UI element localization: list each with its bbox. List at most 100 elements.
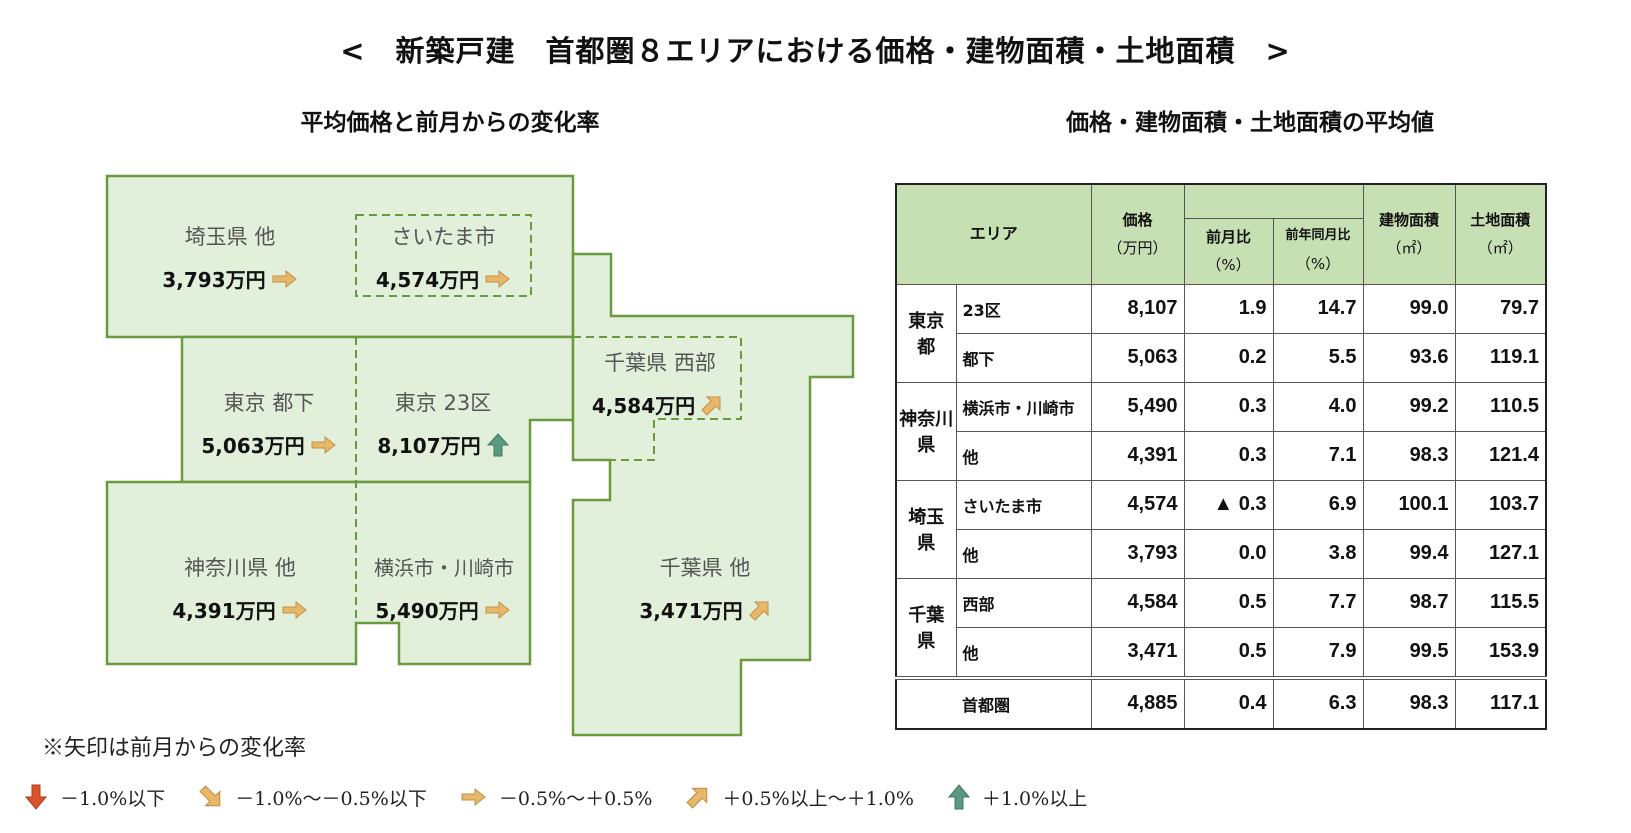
yoy-cell: 6.9 <box>1272 479 1364 530</box>
region-price-tokyo-23ku: 8,107万円 <box>356 430 530 462</box>
building-cell: 98.3 <box>1362 430 1456 481</box>
table-row: 埼玉県 さいたま市 4,574 ▲ 0.3 6.9 100.1 103.7 <box>895 479 1547 579</box>
price-cell: 8,107 <box>1090 283 1185 334</box>
table-row: 他 3,471 0.5 7.9 99.5 153.9 <box>896 626 1547 678</box>
mom-cell: 0.0 <box>1183 528 1274 579</box>
building-cell: 93.6 <box>1362 332 1456 383</box>
price-cell: 3,793 <box>1090 528 1185 579</box>
region-label-saitama-city: さいたま市 <box>391 225 496 249</box>
arrow-up-right-icon <box>686 787 708 809</box>
table-row: 東京都 23区 8,107 1.9 14.7 99.0 79.7 <box>895 283 1547 383</box>
yoy-cell: 14.7 <box>1272 283 1364 334</box>
arrow-up-right-icon <box>701 394 723 421</box>
table-row: 他 3,793 0.0 3.8 99.4 127.1 <box>896 528 1547 579</box>
arrow-down-right-icon <box>199 785 221 807</box>
land-cell: 127.1 <box>1454 528 1547 579</box>
sub-area-cell: 他 <box>955 528 1092 579</box>
region-label-chiba-other: 千葉県 他 <box>659 556 751 580</box>
price-cell: 4,391 <box>1090 430 1185 481</box>
table-row: 他 4,391 0.3 7.1 98.3 121.4 <box>896 430 1547 481</box>
region-price-chiba-west: 4,584万円 <box>575 390 740 421</box>
land-cell: 110.5 <box>1454 381 1547 432</box>
building-cell: 99.0 <box>1362 283 1456 334</box>
price-cell: 4,574 <box>1090 479 1185 530</box>
building-cell: 99.5 <box>1362 626 1456 678</box>
group-cell: 千葉県 <box>895 577 957 678</box>
mom-cell: 1.9 <box>1183 283 1274 334</box>
land-cell: 117.1 <box>1454 675 1547 729</box>
mom-cell: 0.4 <box>1183 675 1274 729</box>
mom-cell: 0.2 <box>1183 332 1274 383</box>
chiba-west-boundary <box>573 336 742 461</box>
legend-item-slight-down: －1.0%～－0.5%以下 <box>199 784 427 811</box>
mom-cell: 0.3 <box>1183 381 1274 432</box>
region-shape-saitama <box>105 174 575 339</box>
header-change-group <box>1183 183 1364 219</box>
arrow-note: ※矢印は前月からの変化率 <box>42 736 307 761</box>
yoy-cell: 7.1 <box>1272 430 1364 481</box>
table-row: 神奈川県 横浜市・川崎市 5,490 0.3 4.0 99.2 110.5 <box>895 381 1547 481</box>
header-yoy: 前年同月比 （%） <box>1272 217 1364 285</box>
legend-item-down: －1.0%以下 <box>24 784 165 811</box>
legend-item-up: ＋1.0%以上 <box>947 784 1087 811</box>
region-price-chiba-other: 3,471万円 <box>610 595 800 626</box>
yoy-cell: 5.5 <box>1272 332 1364 383</box>
region-price-yokohama-kawasaki: 5,490万円 <box>356 595 530 625</box>
sub-area-cell: 横浜市・川崎市 <box>955 381 1092 432</box>
arrow-right-icon <box>272 269 298 294</box>
averages-table: エリア 価格 （万円） 建物面積 （㎡） 土地面積 （㎡） 前月比 （%） 前年同月比（… <box>895 183 1547 730</box>
building-cell: 98.7 <box>1362 577 1456 628</box>
table-row: 都下 5,063 0.2 5.5 93.6 119.1 <box>896 332 1547 383</box>
region-price-tokyo-tokka: 5,063万円 <box>182 430 356 460</box>
map-subtitle: 平均価格と前月からの変化率 <box>300 110 600 136</box>
price-cell: 4,584 <box>1090 577 1185 628</box>
group-cell: 神奈川県 <box>895 381 957 481</box>
building-cell: 99.4 <box>1362 528 1456 579</box>
sub-area-cell: 23区 <box>955 283 1092 334</box>
arrow-right-icon <box>485 269 511 294</box>
total-spacer <box>895 675 956 729</box>
legend-item-flat: －0.5%～＋0.5% <box>461 784 652 811</box>
sub-area-cell: 西部 <box>955 577 1092 628</box>
land-cell: 153.9 <box>1454 626 1547 678</box>
region-label-yokohama-kawasaki: 横浜市・川崎市 <box>374 556 514 580</box>
mom-cell: 0.3 <box>1183 430 1274 481</box>
yoy-cell: 7.7 <box>1272 577 1364 628</box>
arrow-right-icon <box>311 435 337 460</box>
land-cell: 119.1 <box>1454 332 1547 383</box>
yoy-cell: 6.3 <box>1272 675 1364 729</box>
region-label-saitama-other: 埼玉県 他 <box>184 225 276 249</box>
region-label-chiba-west: 千葉県 西部 <box>604 351 716 375</box>
page-title: < 新築戸建 首都圏８エリアにおける価格・建物面積・土地面積 > <box>340 34 1291 68</box>
sub-area-cell: さいたま市 <box>955 479 1092 530</box>
header-mom: 前月比 （%） <box>1183 217 1274 285</box>
price-cell: 5,063 <box>1090 332 1185 383</box>
arrow-down-red-icon <box>24 784 48 810</box>
arrow-legend: －1.0%以下 －1.0%～－0.5%以下 －0.5%～＋0.5% ＋0.5%以… <box>24 782 1121 812</box>
price-cell: 4,885 <box>1090 675 1185 729</box>
mom-cell: 0.5 <box>1183 577 1274 628</box>
region-label-tokyo-23ku: 東京 23区 <box>394 391 492 415</box>
arrow-right-icon <box>282 600 308 625</box>
region-label-kanagawa-other: 神奈川県 他 <box>184 556 296 580</box>
header-price: 価格 （万円） <box>1090 183 1185 285</box>
table-row: 千葉県 西部 4,584 0.5 7.7 98.7 115.5 <box>895 577 1547 678</box>
region-price-kanagawa-other: 4,391万円 <box>140 595 340 625</box>
total-label: 首都圏 <box>956 675 1092 729</box>
region-shape-chiba <box>571 252 855 737</box>
arrow-right-icon <box>461 787 486 807</box>
header-land-area: 土地面積 （㎡） <box>1454 183 1547 285</box>
legend-item-slight-up: ＋0.5%以上～＋1.0% <box>686 784 914 811</box>
region-shape-kanagawa <box>105 480 532 666</box>
arrow-up-right-icon <box>748 599 771 626</box>
sub-area-cell: 都下 <box>955 332 1092 383</box>
yoy-cell: 3.8 <box>1272 528 1364 579</box>
saitama-city-boundary <box>355 214 532 297</box>
header-area: エリア <box>895 183 1092 285</box>
region-price-saitama-other: 3,793万円 <box>140 264 320 294</box>
building-cell: 99.2 <box>1362 381 1456 432</box>
region-price-saitama-city: 4,574万円 <box>356 264 531 294</box>
sub-area-cell: 他 <box>955 430 1092 481</box>
yoy-cell: 7.9 <box>1272 626 1364 678</box>
sub-area-cell: 他 <box>955 626 1092 678</box>
